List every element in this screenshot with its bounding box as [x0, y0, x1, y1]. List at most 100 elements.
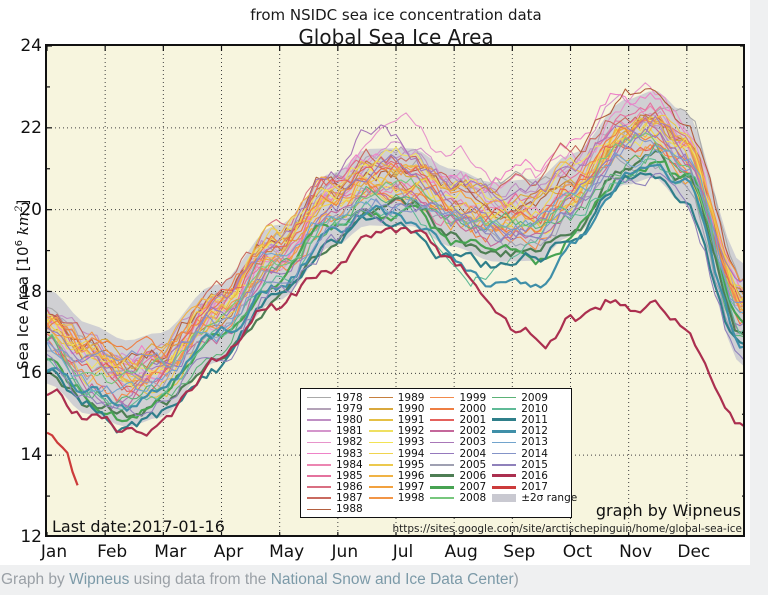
- legend-label: 2011: [521, 413, 548, 426]
- legend-column: 2009 2010 2011 2012 2013 2014 2015 2016 2017 ±2σ …: [492, 392, 577, 514]
- legend-item-1997: 1997: [368, 481, 424, 493]
- x-tick-label: Apr: [213, 542, 244, 562]
- legend-swatch: [492, 441, 517, 444]
- legend-label: 1986: [336, 481, 363, 494]
- legend-label: 2004: [459, 447, 487, 460]
- legend-swatch: [307, 396, 331, 399]
- legend-swatch: [430, 396, 455, 399]
- legend-swatch: [307, 419, 331, 421]
- legend-item-2006: 2006: [430, 469, 487, 482]
- legend-swatch: [430, 441, 455, 444]
- legend-swatch: [368, 463, 393, 466]
- legend-item-2003: 2003: [430, 436, 487, 449]
- legend-label: 1988: [336, 503, 363, 516]
- legend-item-2017: 2017: [492, 481, 577, 494]
- legend-swatch: [307, 486, 331, 488]
- legend-label: 2014: [521, 447, 548, 460]
- legend-item-1990: 1990: [368, 403, 424, 415]
- legend-swatch: [492, 485, 517, 489]
- legend-item-1978: 1978: [307, 392, 363, 404]
- legend-label: 2006: [459, 469, 487, 482]
- legend-sigma-swatch: [492, 494, 517, 503]
- legend-item-1980: 1980: [307, 414, 363, 426]
- legend-item-1994: 1994: [368, 448, 424, 460]
- legend-swatch: [307, 441, 331, 444]
- legend-item-2000: 2000: [430, 403, 486, 415]
- y-tick-label: 22: [20, 117, 42, 138]
- last-date-annotation: Last date:2017-01-16: [52, 517, 225, 536]
- legend-label: 1998: [397, 492, 425, 505]
- legend-column: 1978 1979 1980 1981 1982 1983 1984 1985 1986 1987…: [307, 392, 363, 516]
- caption-link-wipneus[interactable]: Wipneus: [69, 571, 130, 588]
- legend-item-1991: 1991: [368, 414, 424, 426]
- legend-label: 1987: [336, 492, 363, 505]
- legend-label: 1983: [336, 447, 363, 460]
- legend-item-1988: 1988: [307, 503, 363, 516]
- legend-label: 1982: [336, 436, 363, 449]
- legend-swatch: [430, 452, 455, 455]
- legend-swatch: [368, 475, 393, 477]
- legend-label: 1981: [336, 425, 363, 438]
- legend-swatch: [307, 430, 331, 432]
- x-tick-label: May: [269, 542, 305, 562]
- legend-swatch: [307, 407, 331, 410]
- caption-link-nsidc[interactable]: National Snow and Ice Data Center: [270, 571, 514, 588]
- legend-item-2007: 2007: [430, 481, 487, 494]
- legend-item-1981: 1981: [307, 425, 363, 438]
- series-1996: [47, 120, 745, 383]
- legend-swatch: [430, 430, 455, 432]
- y-axis-exponent: 6: [14, 240, 25, 247]
- legend-label: 2017: [521, 481, 548, 494]
- legend-swatch: [307, 452, 331, 455]
- legend-item-1985: 1985: [307, 470, 363, 482]
- legend-swatch: [368, 486, 393, 488]
- legend-item-2002: 2002: [430, 425, 486, 437]
- legend-swatch: [368, 430, 393, 432]
- legend-swatch: [492, 452, 517, 455]
- legend-label: 2008: [459, 492, 487, 505]
- legend-item-sigma-range: ±2σ range: [492, 492, 577, 504]
- x-tick-label: Feb: [97, 542, 128, 562]
- legend-item-1987: 1987: [307, 492, 363, 505]
- legend-swatch: [492, 418, 517, 422]
- legend-swatch: [307, 463, 331, 466]
- legend-item-1995: 1995: [368, 458, 425, 471]
- y-tick-label: 18: [20, 281, 42, 302]
- legend-item-2013: 2013: [492, 436, 577, 449]
- series-2011: [47, 172, 745, 434]
- x-tick-label: Jan: [40, 542, 68, 562]
- legend-label: 2003: [459, 436, 487, 449]
- y-tick-label: 12: [20, 527, 42, 547]
- legend-item-2014: 2014: [492, 447, 577, 460]
- legend-label: 2016: [521, 469, 548, 482]
- series-2007: [47, 160, 745, 423]
- series-2013: [47, 148, 745, 394]
- series-2001: [47, 142, 745, 399]
- series-2012: [47, 163, 745, 412]
- legend-label: 2007: [459, 481, 487, 494]
- legend-label: 2013: [521, 436, 548, 449]
- legend-item-1998: 1998: [368, 492, 425, 505]
- credit-annotation: graph by Wipneus: [595, 501, 741, 520]
- legend-item-2008: 2008: [430, 492, 487, 505]
- legend-item-1989: 1989: [368, 391, 425, 404]
- page-caption: Graph by Wipneus using data from the Nat…: [0, 565, 768, 595]
- legend-swatch: [492, 407, 517, 410]
- series-2009: [47, 143, 745, 405]
- legend-item-2010: 2010: [492, 402, 577, 415]
- x-tick-label: Jul: [392, 542, 414, 562]
- legend-swatch: [368, 452, 393, 455]
- legend-swatch: [492, 429, 517, 433]
- legend-label: 2010: [521, 402, 548, 415]
- series-2006: [47, 149, 745, 419]
- legend-label: 1989: [397, 391, 425, 404]
- series-2017: [47, 431, 79, 486]
- legend-label: 1999: [459, 391, 487, 404]
- legend-swatch: [430, 474, 455, 478]
- legend-item-1982: 1982: [307, 436, 363, 449]
- legend-swatch: [368, 441, 393, 444]
- series-2005: [47, 155, 745, 390]
- y-tick-label: 20: [20, 199, 42, 220]
- legend-label: 1995: [397, 458, 425, 471]
- legend-item-1979: 1979: [307, 403, 363, 415]
